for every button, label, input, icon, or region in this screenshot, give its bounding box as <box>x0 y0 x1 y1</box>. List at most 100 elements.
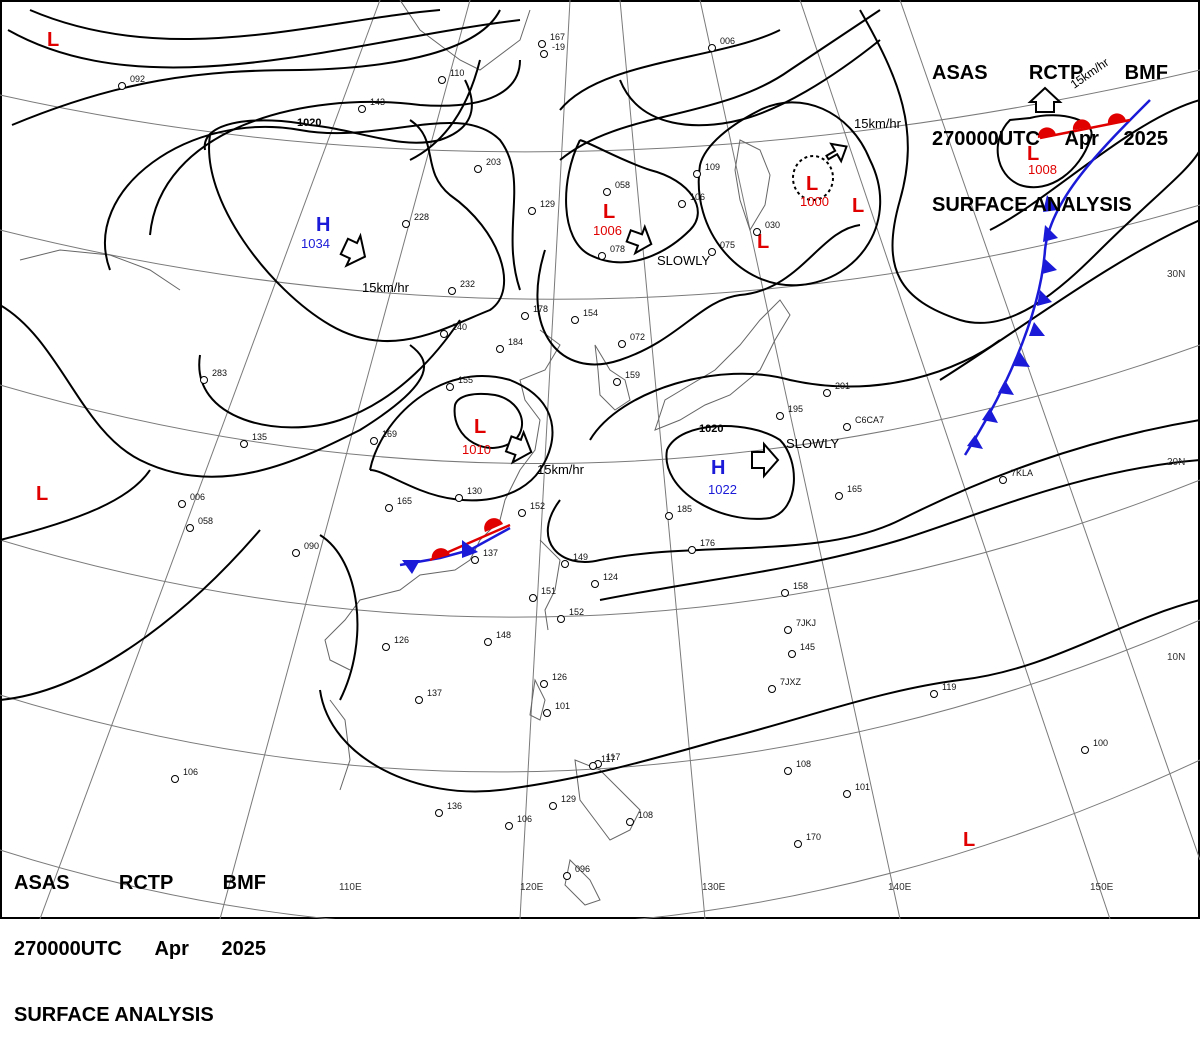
station-value: 058 <box>615 180 630 190</box>
station-marker <box>171 775 179 783</box>
station-marker <box>693 170 701 178</box>
station-marker <box>178 500 186 508</box>
motion-speed: SLOWLY <box>657 253 711 268</box>
station-value: 106 <box>517 814 532 824</box>
station-value: 170 <box>806 832 821 842</box>
header-month: Apr <box>1064 128 1099 150</box>
station-marker <box>613 378 621 386</box>
station-value: 137 <box>427 688 442 698</box>
high-1034: H 1034 15km/hr <box>301 214 410 295</box>
latitude-grid <box>0 69 1200 919</box>
station-value: 110 <box>450 68 464 78</box>
station-marker <box>402 220 410 228</box>
station-value: C6CA7 <box>855 415 884 425</box>
station-value: 109 <box>705 162 720 172</box>
low-1010: L 1010 15km/hr <box>462 416 585 477</box>
station-marker <box>385 504 393 512</box>
station-marker <box>471 556 479 564</box>
station-value: 148 <box>496 630 511 640</box>
station-value: 232 <box>460 279 475 289</box>
station-value: 143 <box>370 97 385 107</box>
pressure-value: 1034 <box>301 236 330 251</box>
motion-speed: 15km/hr <box>854 116 902 131</box>
station-value: 158 <box>793 581 808 591</box>
station-value: 075 <box>720 240 735 250</box>
motion-arrows <box>339 86 1063 479</box>
station-marker <box>543 709 551 717</box>
station-marker <box>688 546 696 554</box>
station-marker <box>781 589 789 597</box>
station-value: 151 <box>541 586 556 596</box>
station-marker <box>415 696 423 704</box>
station-value: 152 <box>530 501 545 511</box>
pressure-center-symbol: L <box>806 173 818 195</box>
station-marker <box>753 228 761 236</box>
station-value: 149 <box>573 552 588 562</box>
station-value: 7JXZ <box>780 677 802 687</box>
station-value: 165 <box>397 496 412 506</box>
station-value: 006 <box>190 492 205 502</box>
station-value: 152 <box>569 607 584 617</box>
station-marker <box>835 492 843 500</box>
coastline <box>19 0 791 906</box>
station-marker <box>708 248 716 256</box>
station-value: 126 <box>552 672 567 682</box>
pressure-value: 1022 <box>708 482 737 497</box>
station-marker <box>521 312 529 320</box>
pressure-center-symbol: L <box>603 201 615 223</box>
pressure-center-symbol: H <box>316 214 330 236</box>
station-marker <box>448 287 456 295</box>
station-value: 126 <box>394 635 409 645</box>
header-valid-time: 270000UTC <box>932 128 1040 150</box>
station-marker <box>708 44 716 52</box>
pressure-center-symbol: H <box>711 457 725 479</box>
station-value: 106 <box>690 192 705 202</box>
station-value: 129 <box>540 199 555 209</box>
station-marker <box>484 638 492 646</box>
station-marker <box>518 509 526 517</box>
header-office: RCTP <box>1028 62 1084 84</box>
isobars <box>0 9 1200 793</box>
station-marker <box>768 685 776 693</box>
station-value: 155 <box>458 375 473 385</box>
station-marker <box>446 383 454 391</box>
station-value: -19 <box>552 42 565 52</box>
station-value: 135 <box>252 432 267 442</box>
latitude-labels: 30N 20N 10N <box>1167 269 1185 663</box>
station-value: 136 <box>447 801 462 811</box>
station-value: 030 <box>765 220 780 230</box>
station-marker <box>843 790 851 798</box>
station-value: 117 <box>606 752 620 762</box>
station-value: 167 <box>550 32 565 42</box>
station-marker <box>784 626 792 634</box>
pressure-value: 1008 <box>1028 162 1057 177</box>
low-symbol: L <box>36 483 48 505</box>
station-value: 203 <box>486 157 501 167</box>
isobar-labels: 1020 1020 <box>297 117 723 435</box>
station-value: 185 <box>677 504 692 514</box>
header-year: 2025 <box>1123 128 1168 150</box>
pressure-value: 1006 <box>593 223 622 238</box>
lon-label: 140E <box>888 882 912 893</box>
station-value: 101 <box>855 782 870 792</box>
station-value: 101 <box>555 701 570 711</box>
header-product: BMF <box>222 872 266 894</box>
station-value: 117 <box>601 754 615 764</box>
station-value: 201 <box>835 381 850 391</box>
header-valid-time: 270000UTC <box>14 938 122 960</box>
high-1022: H 1022 SLOWLY <box>708 436 840 497</box>
station-value: 119 <box>942 682 956 692</box>
station-value: 092 <box>130 74 145 84</box>
station-value: 154 <box>583 308 598 318</box>
pressure-center-symbol: L <box>474 416 486 438</box>
header-product: BMF <box>1124 62 1168 84</box>
station-value: 159 <box>625 370 640 380</box>
station-marker <box>496 345 504 353</box>
station-marker <box>563 872 571 880</box>
station-marker <box>557 615 565 623</box>
station-value: 124 <box>603 572 618 582</box>
station-marker <box>438 76 446 84</box>
station-marker <box>591 580 599 588</box>
station-marker <box>118 82 126 90</box>
lon-label: 120E <box>520 882 544 893</box>
